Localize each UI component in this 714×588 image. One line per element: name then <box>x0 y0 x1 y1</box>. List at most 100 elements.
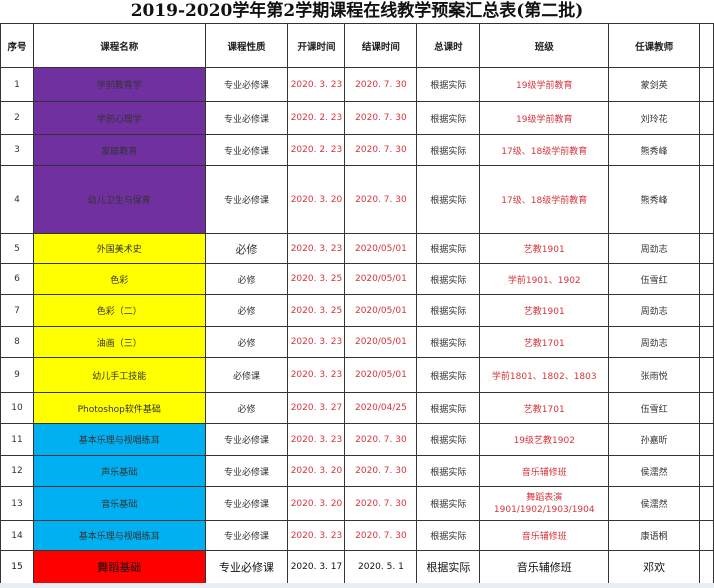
row-number: 1 <box>0 67 34 102</box>
row-number: 14 <box>0 520 34 551</box>
class-name: 音乐辅修班 <box>479 550 610 584</box>
total-hours: 根据实际 <box>416 326 481 358</box>
total-hours: 根据实际 <box>416 486 481 521</box>
course-type: 必修课 <box>204 357 289 393</box>
teacher-name: 蒙剑英 <box>608 67 700 102</box>
class-name: 艺教1901 <box>479 233 610 264</box>
start-date: 2020. 3. 23 <box>287 233 346 264</box>
class-name: 舞蹈表演 1901/1902/1903/1904 <box>479 486 610 521</box>
class-name: 艺教1701 <box>479 326 610 358</box>
course-type: 专业必修课 <box>204 101 289 135</box>
teacher-name: 周劲志 <box>608 326 700 358</box>
teacher-name: 伍雪红 <box>608 263 700 295</box>
teacher-name: 周劲志 <box>608 294 700 327</box>
row-number: 4 <box>0 165 34 234</box>
class-name: 学前1801、1802、1803 <box>479 357 610 393</box>
course-type: 专业必修课 <box>204 67 289 102</box>
table-row: 6 色彩 必修 2020. 3. 25 2020/05/01 根据实际 学前1901、190… <box>0 263 714 295</box>
class-name: 艺教1901 <box>479 294 610 327</box>
table-row: 14 基本乐理与视唱练耳 专业必修课 2020. 3. 23 2020. 7. 30 根据… <box>0 520 714 551</box>
course-type: 必修 <box>204 263 289 295</box>
total-hours: 根据实际 <box>416 101 481 135</box>
total-hours: 根据实际 <box>416 263 481 295</box>
extra-cell <box>699 294 714 327</box>
row-number: 8 <box>0 326 34 358</box>
start-date: 2020. 3. 20 <box>287 165 346 234</box>
table-row: 11 基本乐理与视唱练耳 专业必修课 2020. 3. 23 2020. 7. 30 根据… <box>0 423 714 456</box>
extra-cell <box>699 233 714 264</box>
table-row: 3 家庭教育 专业必修课 2020. 2. 23 2020. 7. 30 根据实际 17级、… <box>0 134 714 166</box>
total-hours: 根据实际 <box>416 392 481 424</box>
teacher-name: 邓欢 <box>608 550 700 584</box>
start-date: 2020. 3. 25 <box>287 263 346 295</box>
total-hours: 根据实际 <box>416 357 481 393</box>
extra-cell <box>699 392 714 424</box>
extra-cell <box>699 101 714 135</box>
total-hours: 根据实际 <box>416 233 481 264</box>
table-row: 10 Photoshop软件基础 必修 2020. 3. 27 2020/04/25 根据… <box>0 392 714 424</box>
extra-cell <box>699 357 714 393</box>
course-type: 必修 <box>204 392 289 424</box>
course-name: 幼儿卫生与保育 <box>32 165 206 234</box>
header-start-date: 开课时间 <box>287 23 346 68</box>
course-type: 专业必修课 <box>204 423 289 456</box>
course-type: 专业必修课 <box>204 550 289 584</box>
start-date: 2020. 2. 23 <box>287 134 346 166</box>
extra-cell <box>699 165 714 234</box>
end-date: 2020/05/01 <box>344 357 418 393</box>
header-end-date: 结课时间 <box>344 23 418 68</box>
class-name: 19级艺教1902 <box>479 423 610 456</box>
start-date: 2020. 3. 27 <box>287 392 346 424</box>
row-number: 12 <box>0 455 34 487</box>
teacher-name: 伍雪红 <box>608 392 700 424</box>
start-date: 2020. 3. 25 <box>287 294 346 327</box>
end-date: 2020. 5. 1 <box>344 550 418 584</box>
teacher-name: 周劲志 <box>608 233 700 264</box>
row-number: 2 <box>0 101 34 135</box>
row-number: 5 <box>0 233 34 264</box>
row-number: 3 <box>0 134 34 166</box>
table-row: 7 色彩（二） 必修 2020. 3. 25 2020/05/01 根据实际 艺教1901 周… <box>0 294 714 327</box>
table-row: 13 音乐基础 专业必修课 2020. 3. 20 2020. 7. 30 根据实际 舞蹈表… <box>0 486 714 521</box>
course-type: 必修 <box>204 294 289 327</box>
teacher-name: 孙嘉昕 <box>608 423 700 456</box>
end-date: 2020/05/01 <box>344 233 418 264</box>
course-type: 必修 <box>204 233 289 264</box>
end-date: 2020. 7. 30 <box>344 423 418 456</box>
extra-cell <box>699 23 714 68</box>
start-date: 2020. 3. 23 <box>287 67 346 102</box>
end-date: 2020/04/25 <box>344 392 418 424</box>
class-name: 音乐辅修班 <box>479 520 610 551</box>
course-name: 色彩（二） <box>32 294 206 327</box>
start-date: 2020. 3. 20 <box>287 455 346 487</box>
header-total-hours: 总课时 <box>416 23 481 68</box>
header-no: 序号 <box>0 23 34 68</box>
course-type: 专业必修课 <box>204 486 289 521</box>
extra-cell <box>699 550 714 584</box>
extra-cell <box>699 520 714 551</box>
table-row: 15 舞蹈基础 专业必修课 2020. 3. 17 2020. 5. 1 根据实际 音乐辅修… <box>0 550 714 584</box>
table-row: 4 幼儿卫生与保育 专业必修课 2020. 3. 20 2020. 7. 30 根据实际 1… <box>0 165 714 234</box>
class-name: 音乐辅修班 <box>479 455 610 487</box>
course-name: 基本乐理与视唱练耳 <box>32 423 206 456</box>
extra-cell <box>699 134 714 166</box>
start-date: 2020. 3. 23 <box>287 357 346 393</box>
class-name: 17级、18级学前教育 <box>479 165 610 234</box>
header-teacher: 任课教师 <box>608 23 700 68</box>
teacher-name: 侯濡然 <box>608 486 700 521</box>
row-number: 6 <box>0 263 34 295</box>
course-name: 油画（三） <box>32 326 206 358</box>
end-date: 2020. 7. 30 <box>344 520 418 551</box>
end-date: 2020. 7. 30 <box>344 134 418 166</box>
class-name: 学前1901、1902 <box>479 263 610 295</box>
header-course-name: 课程名称 <box>32 23 206 68</box>
course-name: 舞蹈基础 <box>32 550 206 584</box>
extra-cell <box>699 423 714 456</box>
course-name: 学前心理学 <box>32 101 206 135</box>
teacher-name: 康语桐 <box>608 520 700 551</box>
teacher-name: 刘玲花 <box>608 101 700 135</box>
total-hours: 根据实际 <box>416 67 481 102</box>
course-type: 专业必修课 <box>204 520 289 551</box>
end-date: 2020. 7. 30 <box>344 101 418 135</box>
total-hours: 根据实际 <box>416 550 481 584</box>
